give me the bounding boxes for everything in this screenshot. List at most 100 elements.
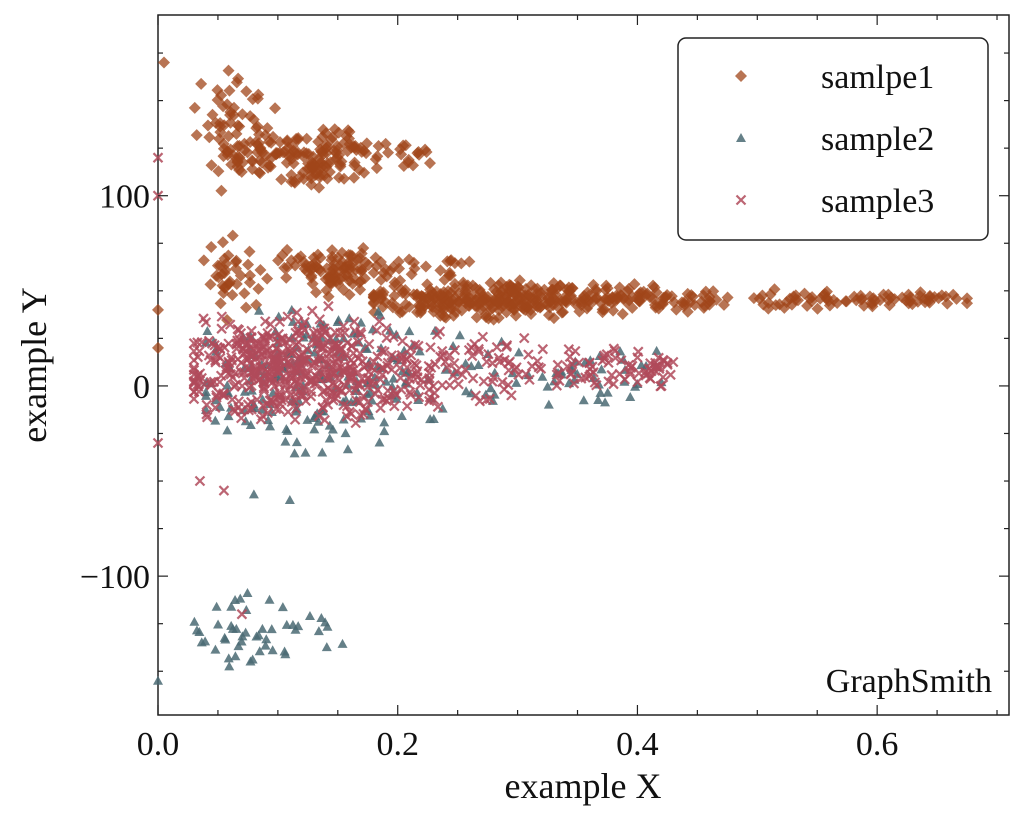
- data-point-sample2: [511, 377, 522, 387]
- data-point-sample3: [318, 342, 329, 353]
- data-point-sample3: [230, 379, 241, 391]
- data-point-samlpe1: [806, 291, 819, 304]
- data-point-sample3: [432, 401, 444, 413]
- data-point-sample3: [246, 331, 257, 343]
- data-point-sample3: [241, 354, 253, 366]
- data-point-sample2: [391, 393, 402, 403]
- data-point-samlpe1: [419, 143, 432, 156]
- data-point-sample3: [257, 376, 269, 388]
- data-point-sample3: [194, 368, 206, 379]
- data-point-sample2: [364, 387, 375, 397]
- data-point-sample3: [243, 404, 255, 416]
- data-point-sample3: [401, 400, 413, 412]
- data-point-samlpe1: [904, 294, 917, 307]
- data-point-sample3: [214, 343, 226, 355]
- data-point-samlpe1: [508, 297, 521, 310]
- data-point-samlpe1: [222, 64, 235, 77]
- data-point-samlpe1: [375, 273, 388, 286]
- data-point-samlpe1: [334, 160, 347, 173]
- data-point-samlpe1: [215, 184, 228, 197]
- data-point-samlpe1: [678, 295, 691, 308]
- data-point-samlpe1: [633, 294, 646, 307]
- data-point-sample3: [379, 393, 391, 405]
- data-point-sample2: [242, 588, 253, 598]
- data-point-samlpe1: [496, 284, 509, 297]
- data-point-sample2: [222, 380, 233, 390]
- data-point-sample3: [362, 381, 374, 392]
- data-point-samlpe1: [443, 266, 456, 279]
- data-point-samlpe1: [596, 303, 609, 316]
- data-point-samlpe1: [313, 263, 326, 276]
- data-point-samlpe1: [325, 276, 338, 289]
- data-point-samlpe1: [463, 299, 476, 312]
- data-point-samlpe1: [278, 261, 291, 274]
- data-point-samlpe1: [312, 135, 325, 148]
- data-point-samlpe1: [261, 272, 274, 285]
- data-point-samlpe1: [935, 289, 948, 302]
- data-point-samlpe1: [230, 76, 243, 89]
- data-point-sample2: [260, 640, 271, 650]
- data-point-samlpe1: [305, 271, 318, 284]
- data-point-samlpe1: [621, 285, 634, 298]
- data-point-samlpe1: [408, 262, 421, 275]
- data-point-sample3: [338, 320, 349, 332]
- data-point-sample3: [210, 402, 221, 413]
- data-point-sample2: [384, 325, 395, 335]
- data-point-sample3: [232, 338, 244, 349]
- data-point-sample3: [504, 356, 516, 367]
- data-point-sample3: [194, 475, 206, 487]
- data-point-sample2: [284, 495, 295, 505]
- data-point-samlpe1: [214, 297, 227, 310]
- data-point-samlpe1: [607, 304, 620, 317]
- data-point-samlpe1: [491, 295, 504, 308]
- data-point-samlpe1: [950, 292, 963, 305]
- data-point-sample3: [319, 414, 330, 426]
- data-point-sample3: [205, 376, 217, 388]
- data-point-sample3: [491, 341, 503, 353]
- data-point-samlpe1: [229, 262, 242, 275]
- data-point-sample3: [209, 339, 220, 351]
- data-point-samlpe1: [244, 110, 257, 123]
- data-point-samlpe1: [555, 295, 568, 308]
- data-point-sample3: [352, 336, 364, 348]
- data-point-samlpe1: [367, 266, 380, 279]
- data-point-samlpe1: [231, 150, 244, 163]
- y-tick-label: −100: [80, 559, 150, 596]
- data-point-samlpe1: [484, 276, 497, 289]
- data-point-samlpe1: [423, 157, 436, 170]
- data-point-sample3: [257, 362, 269, 373]
- data-point-sample2: [578, 395, 589, 405]
- data-point-sample2: [189, 616, 200, 626]
- data-point-sample3: [251, 394, 263, 405]
- data-point-sample3: [632, 376, 643, 388]
- data-point-samlpe1: [204, 278, 217, 291]
- data-point-samlpe1: [384, 265, 397, 278]
- data-point-sample2: [231, 623, 242, 633]
- data-point-sample3: [474, 395, 486, 407]
- data-point-sample3: [304, 375, 315, 386]
- data-point-sample3: [265, 373, 277, 384]
- data-point-sample3: [444, 379, 456, 391]
- data-point-sample3: [317, 402, 329, 414]
- data-point-samlpe1: [226, 229, 239, 242]
- data-point-sample3: [188, 354, 200, 366]
- data-point-sample3: [405, 389, 416, 401]
- data-point-samlpe1: [251, 146, 264, 159]
- data-point-sample3: [598, 350, 610, 361]
- data-point-samlpe1: [205, 159, 218, 172]
- data-point-samlpe1: [217, 100, 230, 113]
- data-point-sample3: [290, 388, 301, 400]
- legend-marker-samlpe1: [735, 70, 747, 82]
- data-point-sample3: [201, 411, 213, 423]
- data-point-samlpe1: [354, 141, 367, 154]
- data-point-sample3: [375, 374, 386, 385]
- data-point-samlpe1: [326, 244, 339, 257]
- data-point-sample3: [286, 396, 298, 408]
- data-point-sample3: [379, 346, 390, 357]
- data-point-sample2: [379, 417, 390, 427]
- data-point-samlpe1: [222, 278, 235, 291]
- data-point-sample3: [331, 353, 343, 365]
- data-point-sample3: [633, 367, 645, 379]
- data-point-sample3: [424, 392, 436, 403]
- data-point-sample2: [485, 383, 496, 393]
